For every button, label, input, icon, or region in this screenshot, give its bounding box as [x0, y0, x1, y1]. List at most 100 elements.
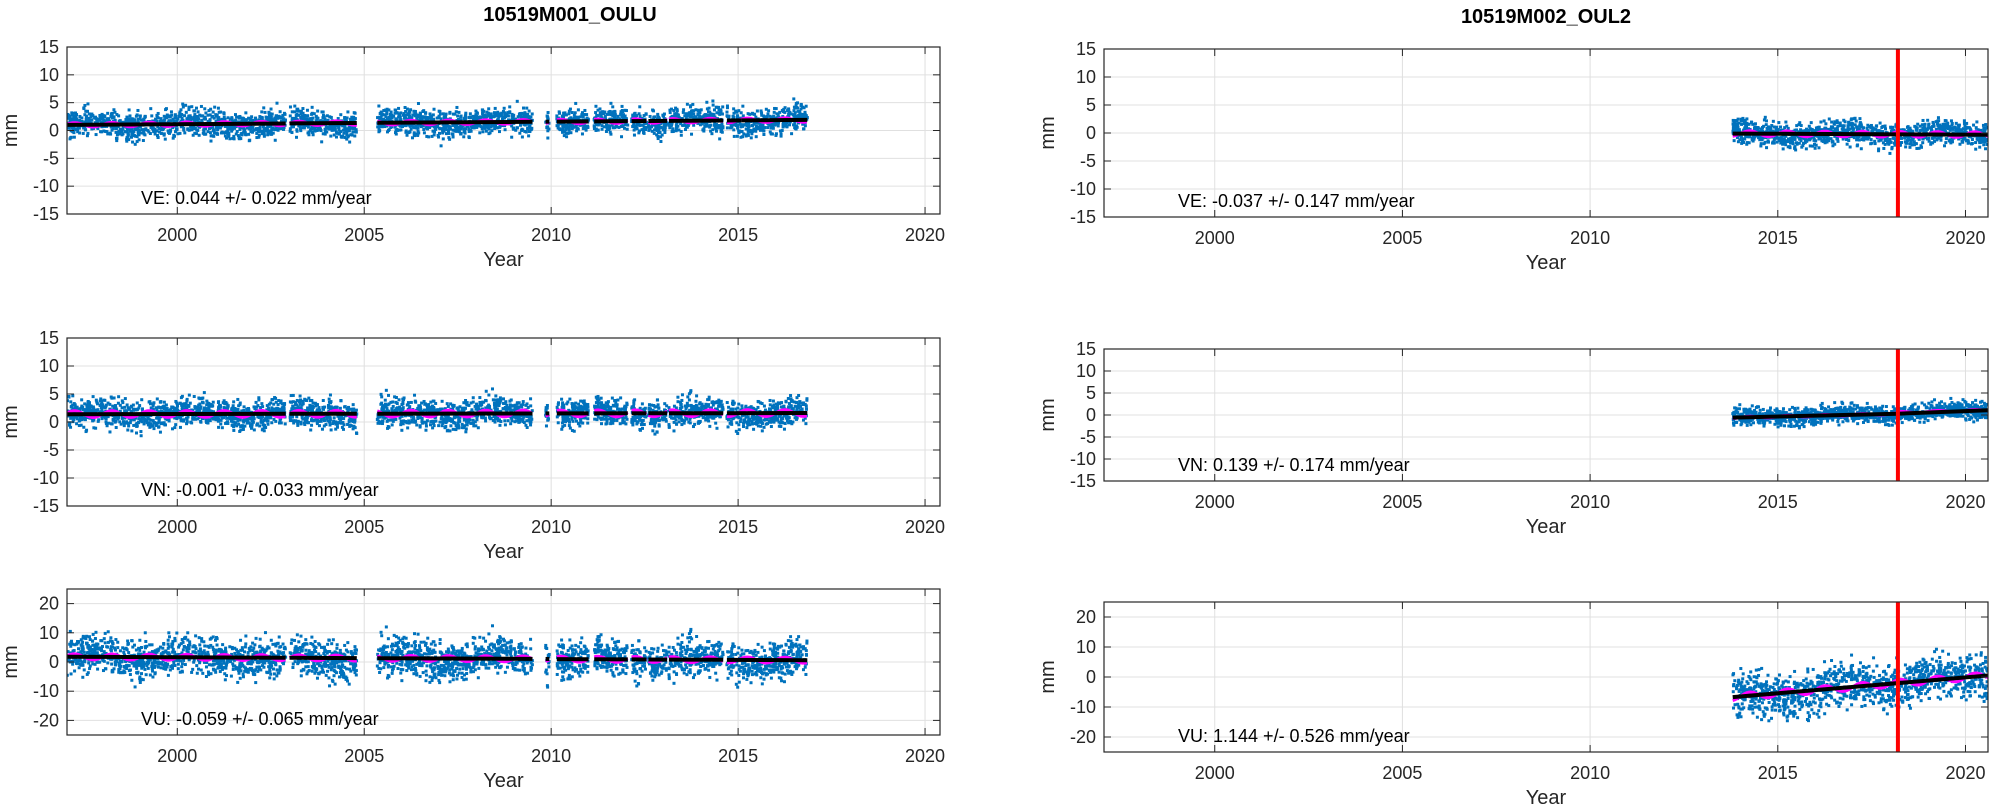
trend-line — [67, 121, 286, 127]
x-tick-label: 2005 — [344, 225, 384, 245]
x-tick-label: 2000 — [1195, 763, 1235, 783]
y-tick-label: 10 — [39, 356, 59, 376]
y-axis-label: mm — [0, 645, 22, 678]
y-tick-label: 15 — [1076, 39, 1096, 59]
y-tick-label: 10 — [39, 623, 59, 643]
y-tick-label: -15 — [33, 496, 59, 516]
y-axis-label: mm — [0, 114, 22, 147]
y-tick-label: 0 — [49, 121, 59, 141]
x-tick-label: 2020 — [1945, 228, 1985, 248]
x-tick-label: 2005 — [1382, 763, 1422, 783]
trend-line — [1732, 673, 1988, 700]
x-axis-label: Year — [483, 770, 524, 792]
x-tick-label: 2020 — [905, 746, 945, 766]
velocity-annotation: VU: 1.144 +/- 0.526 mm/year — [1178, 726, 1410, 746]
y-axis-label: mm — [1037, 660, 1059, 693]
y-tick-label: -20 — [1070, 727, 1096, 747]
x-tick-label: 2015 — [718, 517, 758, 537]
y-tick-label: -10 — [33, 176, 59, 196]
x-tick-label: 2020 — [905, 225, 945, 245]
trend-line — [741, 117, 808, 123]
y-tick-label: -15 — [1070, 207, 1096, 227]
y-tick-label: 10 — [1076, 67, 1096, 87]
x-axis-label: Year — [1526, 787, 1567, 805]
y-tick-label: 20 — [1076, 607, 1096, 627]
velocity-annotation: VE: 0.044 +/- 0.022 mm/year — [141, 188, 372, 208]
y-tick-label: 0 — [49, 412, 59, 432]
y-tick-label: -10 — [33, 468, 59, 488]
velocity-annotation: VU: -0.059 +/- 0.065 mm/year — [141, 709, 379, 729]
x-tick-label: 2015 — [1758, 763, 1798, 783]
y-tick-label: 5 — [1086, 383, 1096, 403]
x-tick-label: 2010 — [531, 225, 571, 245]
x-tick-label: 2020 — [1945, 492, 1985, 512]
x-tick-label: 2010 — [1570, 228, 1610, 248]
y-tick-label: 15 — [39, 328, 59, 348]
y-tick-label: -20 — [33, 710, 59, 730]
x-tick-label: 2020 — [1945, 763, 1985, 783]
y-tick-label: -5 — [43, 440, 59, 460]
x-tick-label: 2010 — [1570, 763, 1610, 783]
x-tick-label: 2015 — [1758, 492, 1798, 512]
trend-line — [377, 119, 533, 125]
station-title-oul2: 10519M002_OUL2 — [1460, 6, 1632, 28]
x-tick-label: 2005 — [344, 746, 384, 766]
x-tick-label: 2015 — [718, 225, 758, 245]
trend-line — [67, 654, 286, 660]
y-axis-label: mm — [0, 405, 22, 438]
y-tick-label: -5 — [1080, 427, 1096, 447]
y-axis-label: mm — [1037, 116, 1059, 149]
y-tick-label: -15 — [1070, 471, 1096, 491]
x-tick-label: 2005 — [344, 517, 384, 537]
velocity-annotation: VE: -0.037 +/- 0.147 mm/year — [1178, 191, 1415, 211]
x-axis-label: Year — [483, 249, 524, 271]
y-tick-label: 20 — [39, 594, 59, 614]
y-tick-label: 0 — [49, 652, 59, 672]
y-tick-label: 0 — [1086, 667, 1096, 687]
y-tick-label: 5 — [49, 93, 59, 113]
station-title-oulu: 10519M001_OULU — [483, 4, 657, 26]
x-tick-label: 2000 — [157, 517, 197, 537]
y-tick-label: 10 — [39, 65, 59, 85]
x-tick-label: 2015 — [718, 746, 758, 766]
velocity-annotation: VN: -0.001 +/- 0.033 mm/year — [141, 480, 379, 500]
velocity-annotation: VN: 0.139 +/- 0.174 mm/year — [1178, 455, 1410, 475]
y-tick-label: 10 — [1076, 637, 1096, 657]
y-tick-label: -10 — [1070, 697, 1096, 717]
y-tick-label: -10 — [1070, 179, 1096, 199]
x-tick-label: 2010 — [531, 517, 571, 537]
x-tick-label: 2000 — [1195, 492, 1235, 512]
x-axis-label: Year — [1526, 516, 1567, 538]
x-tick-label: 2005 — [1382, 228, 1422, 248]
y-tick-label: 0 — [1086, 405, 1096, 425]
x-tick-label: 2020 — [905, 517, 945, 537]
trend-line — [1732, 131, 1988, 137]
y-tick-label: 15 — [1076, 339, 1096, 359]
y-tick-label: -10 — [1070, 449, 1096, 469]
trend-line — [377, 656, 533, 661]
x-tick-label: 2000 — [157, 746, 197, 766]
y-tick-label: -15 — [33, 204, 59, 224]
grid-lines — [1104, 602, 1988, 752]
x-tick-label: 2010 — [531, 746, 571, 766]
y-tick-label: 10 — [1076, 361, 1096, 381]
y-tick-label: 5 — [1086, 95, 1096, 115]
y-tick-label: 5 — [49, 384, 59, 404]
seasonal-model-line — [668, 408, 724, 419]
x-axis-label: Year — [483, 541, 524, 563]
x-axis-label: Year — [1526, 252, 1567, 274]
x-tick-label: 2000 — [157, 225, 197, 245]
y-tick-label: -5 — [1080, 151, 1096, 171]
y-axis-label: mm — [1037, 398, 1059, 431]
y-tick-label: 0 — [1086, 123, 1096, 143]
y-tick-label: 15 — [39, 37, 59, 57]
y-tick-label: -10 — [33, 681, 59, 701]
x-tick-label: 2000 — [1195, 228, 1235, 248]
x-tick-label: 2010 — [1570, 492, 1610, 512]
